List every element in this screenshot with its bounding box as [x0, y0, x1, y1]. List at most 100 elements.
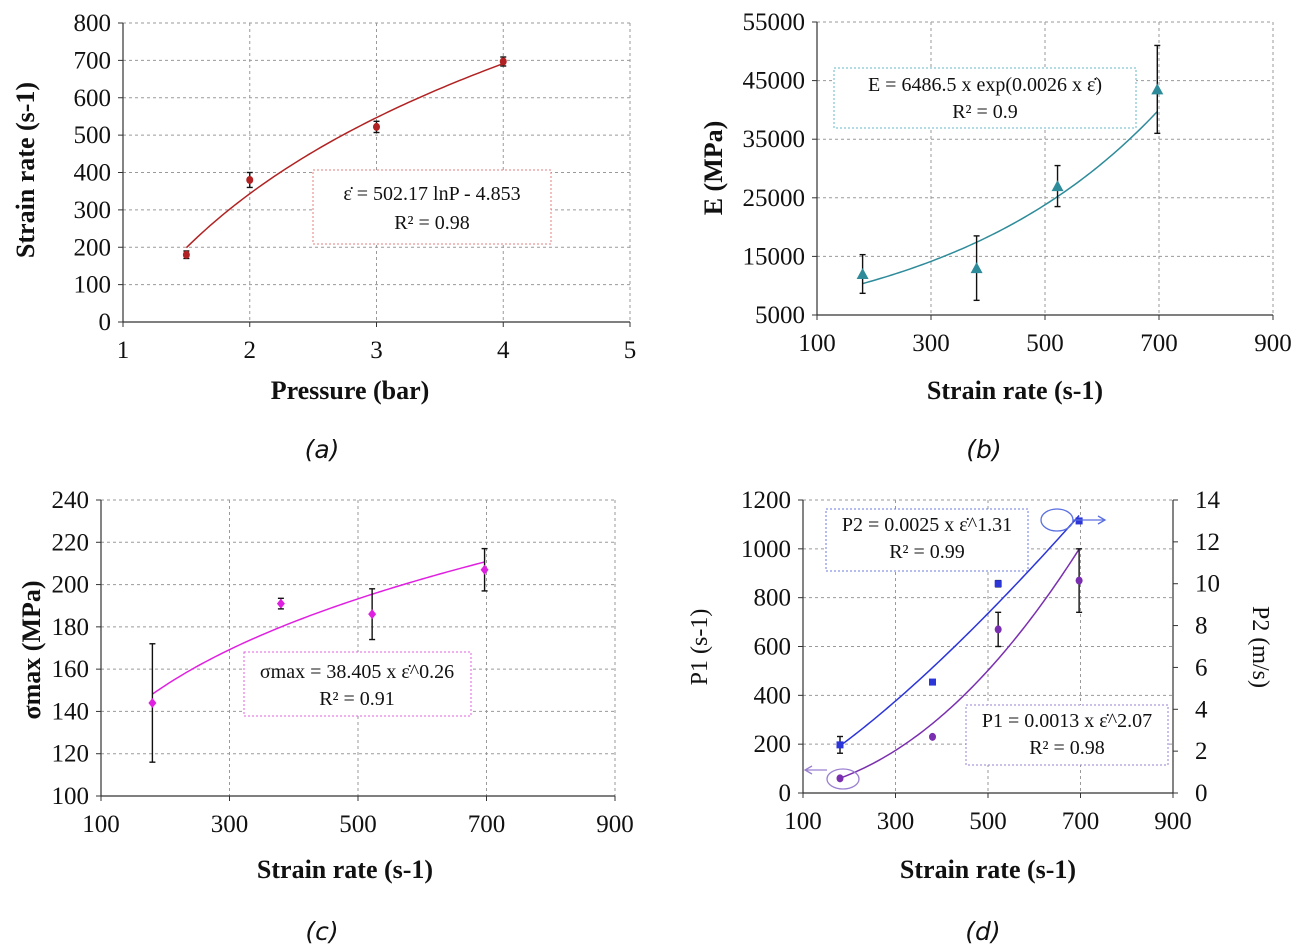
y-tick-label: 700 — [74, 47, 112, 74]
panel-c-data-points — [148, 547, 489, 763]
panel-b-equation-box: E = 6486.5 x exp(0.0026 x ε̇) R² = 0.9 — [833, 67, 1137, 129]
p1-axis-arrowhead — [803, 765, 813, 775]
p1-axis-marker-oval — [826, 768, 860, 790]
y-tick-label: 240 — [52, 487, 90, 514]
panel-b: 100 300 500 700 900 5000 15000 25000 35000 45000 5… — [699, 9, 1292, 464]
y-tick-label: 15000 — [743, 243, 806, 270]
fit-curve-p2 — [839, 514, 1080, 747]
panel-c-equation-box: σmax = 38.405 x ε̇^0.26 R² = 0.91 — [243, 651, 472, 717]
panel-d-axis-indicators — [803, 508, 1107, 790]
p1-point — [836, 774, 844, 783]
y2-tick-label: 4 — [1195, 696, 1208, 723]
y-tick-label: 400 — [74, 160, 112, 187]
y-tick-label: 100 — [52, 783, 90, 810]
fit-curve — [862, 111, 1158, 285]
panel-a: 1 2 3 4 5 0 100 200 300 400 500 600 700 800 ε̇ = 502.… — [11, 10, 636, 464]
x-tick-label: 500 — [339, 811, 377, 838]
panel-c-caption: (c) — [305, 917, 338, 946]
x-tick-label: 900 — [1154, 808, 1192, 835]
y2-tick-label: 0 — [1195, 780, 1208, 807]
y2-tick-label: 2 — [1195, 738, 1208, 765]
y-tick-label: 120 — [52, 741, 90, 768]
y-tick-label: 180 — [52, 614, 90, 641]
y-tick-label: 800 — [74, 10, 112, 37]
x-tick-label: 900 — [1254, 330, 1292, 357]
panel-d-x-axis-title: Strain rate (s-1) — [900, 855, 1076, 884]
y-tick-label: 0 — [99, 309, 112, 336]
x-tick-label: 500 — [969, 808, 1007, 835]
x-tick-label: 2 — [244, 337, 257, 364]
y-tick-label: 100 — [74, 272, 112, 299]
panel-b-fit-curve — [862, 111, 1158, 285]
panel-d-data-points — [836, 517, 1083, 783]
panel-d-equation-p2-line2: R² = 0.99 — [889, 541, 965, 563]
x-tick-label: 500 — [1026, 330, 1064, 357]
y-tick-label: 1000 — [741, 536, 791, 563]
y-tick-label: 500 — [74, 122, 112, 149]
data-point — [970, 262, 983, 274]
y2-tick-label: 10 — [1195, 571, 1220, 598]
x-tick-label: 300 — [877, 808, 915, 835]
y-tick-label: 5000 — [755, 302, 805, 329]
x-tick-label: 3 — [370, 337, 383, 364]
fit-curve — [185, 62, 504, 249]
data-point — [182, 250, 190, 259]
x-tick-label: 700 — [1062, 808, 1100, 835]
data-point — [1051, 180, 1064, 192]
y2-tick-label: 12 — [1195, 529, 1220, 556]
data-point — [499, 57, 507, 66]
y-tick-label: 200 — [74, 234, 112, 261]
panel-d-y-axis-title-left: P1 (s-1) — [687, 609, 713, 686]
x-tick-label: 300 — [912, 330, 950, 357]
panel-b-equation-line1: E = 6486.5 x exp(0.0026 x ε̇) — [868, 74, 1102, 96]
y-tick-label: 200 — [52, 572, 90, 599]
panel-b-equation-line2: R² = 0.9 — [952, 101, 1018, 123]
data-point — [373, 122, 380, 131]
panel-b-grid — [812, 21, 1274, 320]
p1-point — [1075, 576, 1083, 585]
fit-curve-p1 — [839, 548, 1080, 779]
panel-d-y-axis-title-right: P2 (m/s) — [1247, 606, 1273, 688]
panel-d-equation-box-p2: P2 = 0.0025 x ε̇^1.31 R² = 0.99 — [825, 508, 1029, 572]
p2-axis-marker-oval — [1040, 508, 1074, 532]
panel-d: 100 300 500 700 9000200400600800100012000246… — [687, 487, 1273, 946]
x-tick-label: 100 — [82, 811, 120, 838]
panel-a-x-axis-title: Pressure (bar) — [271, 376, 430, 405]
y-tick-label: 55000 — [743, 9, 806, 36]
panel-b-x-axis-title: Strain rate (s-1) — [927, 376, 1103, 405]
p2-point — [994, 580, 1002, 588]
data-point — [148, 697, 157, 708]
x-tick-label: 900 — [596, 811, 634, 838]
panel-a-y-axis-title: Strain rate (s-1) — [11, 82, 40, 258]
p2-axis-arrowhead — [1097, 515, 1107, 525]
panel-d-equation-p1-line2: R² = 0.98 — [1029, 737, 1105, 759]
panel-a-data-points — [182, 56, 507, 260]
x-tick-label: 5 — [624, 337, 637, 364]
p1-point — [994, 625, 1002, 634]
y-tick-label: 220 — [52, 529, 90, 556]
data-point — [1151, 83, 1164, 95]
data-point — [856, 267, 869, 279]
panel-a-caption: (a) — [305, 435, 340, 464]
data-point — [368, 609, 377, 620]
x-tick-label: 4 — [497, 337, 510, 364]
y-tick-label: 1200 — [741, 487, 791, 514]
panel-a-fit-curve — [185, 62, 504, 249]
p2-point — [929, 678, 936, 686]
panel-c-grid — [96, 499, 616, 801]
panel-d-caption: (d) — [965, 917, 1000, 946]
panel-d-tick-labels: 100 300 500 700 9000200400600800100012000246… — [741, 487, 1221, 835]
y-tick-label: 400 — [754, 682, 792, 709]
panel-a-equation-line2: R² = 0.98 — [394, 212, 470, 234]
panel-b-y-axis-title: E (MPa) — [699, 121, 728, 216]
panel-c-equation-line2: R² = 0.91 — [319, 688, 395, 710]
panel-a-equation-box: ε̇ = 502.17 lnP - 4.853 R² = 0.98 — [312, 169, 552, 245]
x-tick-label: 100 — [798, 330, 836, 357]
panel-d-fit-curves — [839, 514, 1080, 779]
panel-d-grid — [798, 499, 1178, 798]
p2-point — [836, 741, 844, 749]
y-tick-label: 35000 — [743, 126, 806, 153]
p2-point — [1075, 517, 1083, 525]
panel-a-equation-line1: ε̇ = 502.17 lnP - 4.853 — [343, 183, 520, 205]
panel-b-data-points — [856, 44, 1164, 302]
